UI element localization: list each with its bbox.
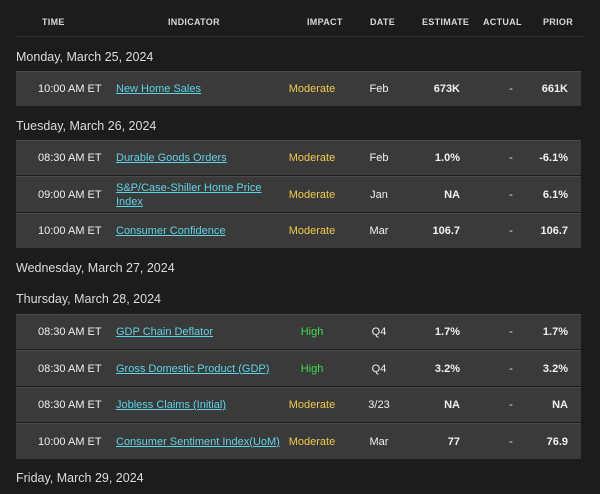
header-time: TIME — [42, 17, 65, 27]
event-actual: - — [509, 362, 513, 375]
table-row: 10:00 AM ET New Home Sales Moderate Feb … — [16, 71, 581, 106]
indicator-link[interactable]: Consumer Sentiment Index(UoM) — [116, 435, 280, 448]
header-actual: ACTUAL — [483, 17, 522, 27]
event-time: 09:00 AM ET — [38, 188, 102, 201]
day-heading: Tuesday, March 26, 2024 — [16, 119, 157, 133]
header-impact: IMPACT — [307, 17, 343, 27]
event-estimate: 77 — [447, 435, 460, 448]
impact-badge: High — [300, 362, 324, 375]
event-period: Mar — [369, 225, 389, 237]
event-estimate: NA — [444, 188, 460, 201]
event-actual: - — [509, 188, 513, 201]
event-period: Q4 — [371, 326, 387, 338]
event-estimate: 1.0% — [434, 152, 460, 164]
event-estimate: 1.7% — [434, 326, 460, 338]
table-row: 08:30 AM ET Jobless Claims (Initial) Mod… — [16, 387, 581, 422]
header-estimate: ESTIMATE — [422, 17, 470, 27]
event-period: Mar — [369, 435, 389, 448]
table-header: TIME INDICATOR IMPACT DATE ESTIMATE ACTU… — [16, 0, 584, 37]
event-actual: - — [509, 152, 513, 164]
indicator-link[interactable]: Gross Domestic Product (GDP) — [116, 362, 270, 375]
header-date: DATE — [370, 17, 396, 27]
day-heading: Wednesday, March 27, 2024 — [16, 261, 175, 275]
event-period: Jan — [370, 188, 388, 201]
table-row: 08:30 AM ET GDP Chain Deflator High Q4 1… — [16, 314, 581, 349]
header-indicator: INDICATOR — [168, 17, 220, 27]
event-actual: - — [509, 435, 513, 448]
event-time: 08:30 AM ET — [38, 152, 102, 164]
event-actual: - — [509, 326, 513, 338]
indicator-link[interactable]: GDP Chain Deflator — [116, 326, 214, 338]
indicator-link[interactable]: Durable Goods Orders — [116, 152, 227, 164]
day-heading: Thursday, March 28, 2024 — [16, 292, 161, 306]
event-period: 3/23 — [368, 399, 390, 411]
event-prior: 3.2% — [542, 362, 568, 375]
impact-badge: Moderate — [288, 435, 336, 448]
indicator-link[interactable]: New Home Sales — [116, 83, 201, 95]
event-time: 08:30 AM ET — [38, 362, 102, 375]
event-prior: -6.1% — [539, 152, 568, 164]
event-actual: - — [509, 225, 513, 237]
impact-badge: Moderate — [288, 188, 336, 201]
event-prior: 661K — [541, 83, 568, 95]
event-estimate: 3.2% — [434, 362, 460, 375]
table-row: 10:00 AM ET Consumer Confidence Moderate… — [16, 213, 581, 248]
table-row: 08:30 AM ET Gross Domestic Product (GDP)… — [16, 350, 581, 386]
event-actual: - — [509, 83, 513, 95]
event-time: 10:00 AM ET — [38, 435, 102, 448]
event-time: 10:00 AM ET — [38, 83, 102, 95]
header-prior: PRIOR — [543, 17, 574, 27]
indicator-link[interactable]: S&P/Case-Shiller Home Price Index — [116, 181, 262, 208]
day-heading: Friday, March 29, 2024 — [16, 471, 144, 485]
event-time: 10:00 AM ET — [38, 225, 102, 237]
event-prior: NA — [552, 399, 568, 411]
table-row: 08:30 AM ET Durable Goods Orders Moderat… — [16, 140, 581, 175]
table-row: 09:00 AM ET S&P/Case-Shiller Home Price … — [16, 176, 581, 212]
event-time: 08:30 AM ET — [38, 399, 102, 411]
event-estimate: 106.7 — [432, 225, 460, 237]
event-prior: 76.9 — [546, 435, 568, 448]
day-heading: Monday, March 25, 2024 — [16, 50, 154, 64]
indicator-link[interactable]: Consumer Confidence — [116, 225, 226, 237]
impact-badge: Moderate — [288, 152, 336, 164]
impact-badge: Moderate — [288, 399, 336, 411]
event-prior: 6.1% — [542, 188, 568, 201]
event-estimate: 673K — [433, 83, 460, 95]
event-period: Q4 — [371, 362, 387, 375]
table-row: 10:00 AM ET Consumer Sentiment Index(UoM… — [16, 423, 581, 459]
impact-badge: High — [300, 326, 324, 338]
event-prior: 106.7 — [540, 225, 568, 237]
indicator-link[interactable]: Jobless Claims (Initial) — [116, 399, 227, 411]
event-estimate: NA — [444, 399, 460, 411]
impact-badge: Moderate — [288, 225, 336, 237]
impact-badge: Moderate — [288, 83, 336, 95]
event-period: Feb — [369, 152, 389, 164]
event-actual: - — [509, 399, 513, 411]
event-time: 08:30 AM ET — [38, 326, 102, 338]
event-prior: 1.7% — [542, 326, 568, 338]
event-period: Feb — [369, 83, 389, 95]
